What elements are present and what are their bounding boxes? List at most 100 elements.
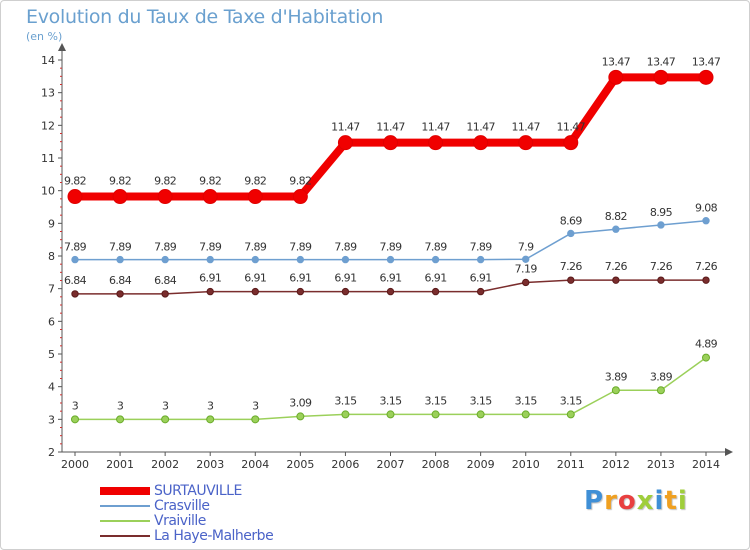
data-point-surtauville (337, 135, 353, 151)
data-label-la-haye-malherbe: 6.91 (244, 272, 266, 285)
data-point-vraiville (71, 415, 79, 424)
data-label-la-haye-malherbe: 6.91 (379, 272, 401, 285)
x-axis-arrow (725, 448, 733, 456)
legend-item-la-haye-malherbe[interactable]: La Haye-Malherbe (98, 528, 358, 544)
data-label-surtauville: 11.47 (557, 121, 586, 134)
x-tick-label: 2009 (467, 458, 495, 471)
data-label-vraiville: 3.09 (289, 396, 312, 409)
data-label-vraiville: 3.89 (650, 370, 673, 383)
data-label-crasville: 7.9 (518, 240, 534, 253)
data-label-crasville: 7.89 (379, 241, 402, 254)
data-point-vraiville (386, 410, 395, 419)
logo-letter: i (677, 486, 688, 516)
x-tick-label: 2008 (422, 458, 450, 471)
logo-letter: i (654, 486, 665, 516)
data-point-surtauville (202, 189, 218, 205)
data-point-la-haye-malherbe (476, 287, 485, 296)
legend-item-surtauville[interactable]: SURTAUVILLE (98, 483, 358, 499)
logo-letter: t (664, 486, 678, 516)
y-tick-label: 12 (41, 119, 55, 132)
data-point-surtauville (473, 135, 489, 151)
data-point-la-haye-malherbe (612, 276, 620, 284)
logo-letter: r (604, 486, 618, 516)
data-label-vraiville: 3 (252, 399, 259, 412)
data-point-la-haye-malherbe (116, 290, 124, 298)
y-tick-label: 13 (41, 87, 55, 100)
y-tick-label: 3 (48, 413, 55, 426)
x-tick-label: 2007 (377, 458, 405, 471)
y-tick-label: 8 (48, 250, 55, 263)
series-la-haye-malherbe (71, 276, 710, 298)
data-point-surtauville (157, 189, 173, 205)
data-point-surtauville (653, 69, 669, 85)
data-point-crasville (251, 255, 259, 264)
data-point-crasville (71, 255, 79, 264)
chart-legend: SURTAUVILLE Crasville Vraiville La Haye-… (98, 483, 358, 544)
y-tick-label: 14 (41, 54, 55, 67)
data-point-surtauville (292, 189, 308, 205)
x-tick-label: 2013 (647, 458, 675, 471)
data-label-crasville: 8.69 (560, 214, 583, 227)
data-point-crasville (702, 217, 710, 225)
x-tick-label: 2010 (512, 458, 540, 471)
logo-letter: x (636, 486, 655, 516)
data-point-la-haye-malherbe (567, 276, 575, 284)
data-label-la-haye-malherbe: 7.19 (515, 262, 538, 275)
data-label-la-haye-malherbe: 7.26 (605, 260, 628, 273)
x-tick-label: 2003 (196, 458, 224, 471)
data-label-surtauville: 9.82 (109, 175, 131, 188)
data-point-la-haye-malherbe (251, 287, 259, 296)
data-point-crasville (386, 255, 395, 264)
data-point-vraiville (116, 415, 125, 424)
x-tick-label: 2000 (61, 458, 89, 471)
data-point-surtauville (608, 69, 624, 85)
y-tick-label: 10 (41, 185, 55, 198)
data-label-la-haye-malherbe: 6.84 (154, 274, 177, 287)
data-label-la-haye-malherbe: 6.84 (109, 274, 132, 287)
data-label-crasville: 7.89 (470, 241, 493, 254)
legend-swatch-vraiville (100, 520, 150, 522)
data-point-crasville (341, 255, 350, 264)
data-label-crasville: 7.89 (199, 241, 222, 254)
data-point-surtauville (518, 135, 534, 151)
data-label-surtauville: 9.82 (289, 175, 311, 188)
legend-item-vraiville[interactable]: Vraiville (98, 513, 358, 529)
data-label-surtauville: 9.82 (199, 175, 221, 188)
data-label-vraiville: 3.15 (425, 394, 448, 407)
data-point-crasville (657, 221, 665, 229)
chart-title: Evolution du Taux de Taxe d'Habitation (26, 6, 384, 28)
data-point-vraiville (296, 412, 305, 421)
data-label-surtauville: 11.47 (421, 121, 450, 134)
data-point-vraiville (431, 410, 440, 419)
x-tick-label: 2004 (241, 458, 269, 471)
data-point-vraiville (656, 386, 665, 395)
logo-letter: o (617, 486, 637, 516)
data-point-la-haye-malherbe (296, 287, 305, 296)
y-tick-label: 2 (48, 446, 55, 459)
proxiti-logo: Proxiti (584, 486, 688, 516)
legend-swatch-la-haye-malherbe (100, 535, 150, 537)
data-label-vraiville: 3 (162, 399, 169, 412)
y-tick-label: 7 (48, 283, 55, 296)
data-label-vraiville: 3.15 (560, 394, 583, 407)
data-point-la-haye-malherbe (431, 287, 440, 296)
data-point-surtauville (67, 189, 83, 205)
data-point-vraiville (341, 410, 350, 419)
data-point-vraiville (566, 410, 575, 419)
y-tick-label: 11 (41, 152, 55, 165)
data-point-crasville (296, 255, 305, 264)
data-point-vraiville (702, 353, 710, 362)
data-point-surtauville (247, 189, 263, 205)
data-label-vraiville: 4.89 (695, 338, 718, 351)
data-point-surtauville (563, 135, 579, 151)
data-label-la-haye-malherbe: 6.91 (425, 272, 447, 285)
data-label-la-haye-malherbe: 6.84 (64, 274, 87, 287)
logo-letter: P (584, 486, 605, 516)
y-tick-label: 5 (48, 348, 55, 361)
x-tick-label: 2012 (602, 458, 630, 471)
data-label-crasville: 7.89 (425, 241, 448, 254)
legend-item-crasville[interactable]: Crasville (98, 498, 358, 514)
data-label-la-haye-malherbe: 7.26 (695, 260, 718, 273)
data-label-vraiville: 3 (207, 399, 214, 412)
data-label-la-haye-malherbe: 6.91 (470, 272, 492, 285)
